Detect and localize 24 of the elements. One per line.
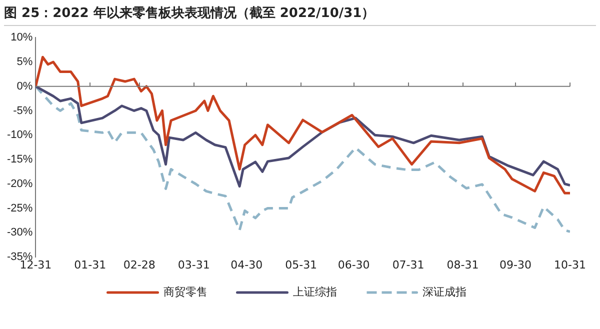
y-tick-label: -25% [6,202,33,214]
x-tick-label: 03-31 [178,258,210,272]
y-tick-label: 5% [16,56,33,68]
legend-label: 深证成指 [422,285,466,298]
legend-label: 上证综指 [292,285,337,298]
x-tick-label: 05-31 [285,258,318,272]
x-tick-label: 02-28 [123,258,156,272]
y-tick-label: -20% [6,178,33,190]
legend-label: 商贸零售 [163,285,208,298]
line-series [36,85,570,233]
y-tick-label: -15% [6,154,33,166]
y-tick-label: -30% [6,226,33,239]
x-tick-label: 07-31 [392,258,424,272]
y-tick-label: 10% [10,32,33,44]
chart-title: 图 25：2022 年以来零售板块表现情况（截至 2022/10/31） [4,4,596,26]
y-tick-label: -5% [13,104,33,117]
x-tick-label: 01-31 [74,258,106,272]
x-tick-label: 08-31 [446,258,479,272]
x-tick-label: 10-31 [554,258,586,272]
x-tick-label: 06-30 [338,258,370,272]
x-tick-label: 09-30 [500,258,532,272]
y-tick-label: -10% [6,129,33,142]
x-tick-label: 04-30 [230,258,263,272]
y-tick-label: 0% [16,80,33,92]
